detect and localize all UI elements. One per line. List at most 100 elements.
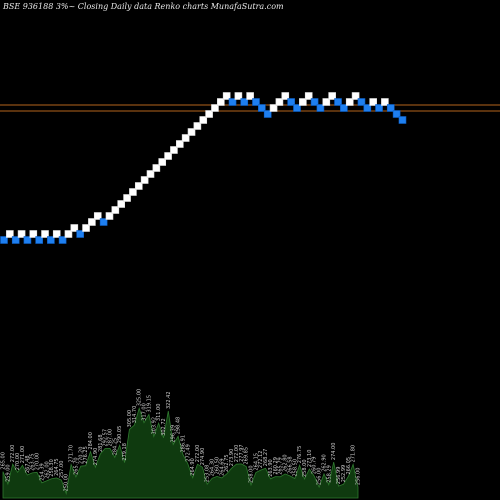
- renko-brick-up: [181, 134, 190, 142]
- volume-label: 267.48: [25, 456, 31, 474]
- renko-brick-up: [275, 98, 284, 106]
- renko-brick-down: [76, 230, 84, 238]
- volume-label: 311.00: [156, 404, 162, 422]
- header-rest: ~ Closing Daily data Renko charts Munafa…: [68, 2, 284, 11]
- renko-brick-up: [176, 140, 184, 148]
- renko-brick-down: [240, 98, 249, 106]
- renko-brick-up: [187, 128, 196, 136]
- volume-label: 268.27: [263, 449, 269, 467]
- volume-label: 302.72: [161, 418, 167, 436]
- renko-brick-up: [146, 170, 155, 178]
- volume-label: 276.75: [297, 446, 303, 464]
- volume-label: 296.39: [171, 425, 177, 443]
- renko-brick-up: [369, 98, 377, 106]
- volume-label: 257.00: [59, 461, 65, 479]
- renko-brick-up: [351, 92, 360, 100]
- volume-label: 256.99: [336, 467, 342, 485]
- volume-label: 287.00: [108, 429, 114, 447]
- volume-label: 265.70: [73, 457, 79, 475]
- renko-brick-up: [281, 92, 290, 100]
- volume-label: 272.00: [10, 445, 16, 463]
- volume-label: 258.00: [249, 466, 255, 484]
- volume-label: 277.97: [239, 444, 245, 462]
- volume-label: 264.75: [54, 458, 60, 476]
- volume-label: 281.68: [98, 435, 104, 453]
- renko-brick-down: [316, 104, 325, 112]
- renko-brick-up: [299, 98, 307, 106]
- header-symbol: BSE 936188: [3, 2, 54, 11]
- renko-brick-down: [47, 236, 55, 244]
- volume-label: 260.50: [215, 457, 221, 475]
- renko-brick-up: [6, 230, 14, 238]
- renko-brick-up: [322, 98, 331, 106]
- volume-label: 290.05: [117, 426, 123, 444]
- volume-label: 273.10: [307, 450, 313, 468]
- renko-brick-up: [88, 218, 96, 226]
- volume-label: 254.39: [39, 463, 45, 481]
- volume-label: 262.75: [224, 455, 230, 473]
- volume-label: 271.00: [20, 446, 26, 464]
- volume-label: 292.57: [103, 429, 109, 447]
- renko-brick-up: [82, 224, 90, 232]
- volume-label: 258.30: [49, 459, 55, 477]
- volume-label: 256.00: [356, 468, 362, 486]
- renko-brick-up: [105, 212, 114, 220]
- volume-label: 256.00: [317, 468, 323, 486]
- renko-brick-up: [70, 224, 79, 232]
- volume-label: 298.48: [176, 417, 182, 435]
- renko-brick-down: [310, 98, 319, 106]
- renko-brick-down: [99, 218, 108, 226]
- volume-label: 262.80: [283, 454, 289, 472]
- volume-label: 272.00: [195, 445, 201, 463]
- volume-label: 253.08: [205, 465, 211, 483]
- volume-label: 270.00: [15, 453, 21, 471]
- renko-brick-down: [340, 104, 348, 112]
- renko-brick-up: [64, 230, 73, 238]
- renko-brick-up: [152, 164, 161, 172]
- volume-label: 252.99: [341, 465, 347, 483]
- volume-label: 279.18: [122, 443, 128, 461]
- volume-label: 259.00: [5, 464, 11, 482]
- renko-brick-down: [35, 236, 43, 244]
- volume-label: 322.42: [166, 392, 172, 410]
- renko-brick-down: [228, 98, 237, 106]
- volume-label: 264.69: [219, 458, 225, 476]
- volume-label: 265.79: [278, 457, 284, 475]
- renko-brick-up: [17, 230, 26, 238]
- renko-brick-down: [11, 236, 20, 244]
- renko-brick-up: [41, 230, 49, 238]
- renko-brick-down: [363, 104, 372, 112]
- volume-label: 317.00: [142, 403, 148, 421]
- volume-label: 276.25: [83, 446, 89, 464]
- renko-brick-up: [345, 98, 354, 106]
- renko-brick-up: [123, 194, 131, 202]
- volume-label: 274.90: [93, 448, 99, 466]
- renko-brick-down: [392, 110, 401, 118]
- renko-brick-up: [199, 116, 208, 124]
- renko-bricks: [0, 92, 407, 244]
- chart-header: BSE 936188 3%~ Closing Daily data Renko …: [3, 2, 284, 11]
- renko-brick-down: [375, 104, 383, 112]
- volume-label: 272.00: [234, 445, 240, 463]
- volume-label: 266.05: [346, 457, 352, 475]
- volume-label: 270.00: [35, 453, 41, 471]
- renko-brick-up: [246, 92, 254, 100]
- renko-brick-down: [398, 116, 407, 124]
- volume-label: 303.92: [151, 417, 157, 435]
- volume-label: 272.49: [185, 444, 191, 462]
- volume-label: 271.80: [351, 445, 357, 463]
- renko-brick-up: [269, 104, 278, 112]
- renko-brick-down: [287, 98, 295, 106]
- renko-brick-up: [217, 98, 225, 106]
- renko-brick-up: [304, 92, 313, 100]
- renko-brick-up: [93, 212, 102, 220]
- volume-label: 263.90: [268, 459, 274, 477]
- renko-brick-up: [328, 92, 336, 100]
- volume-label: 274.00: [331, 443, 337, 461]
- volume-label: 269.85: [244, 447, 250, 465]
- renko-brick-up: [117, 200, 125, 208]
- renko-brick-down: [334, 98, 342, 106]
- renko-brick-down: [58, 236, 67, 244]
- volume-label: 264.15: [253, 453, 259, 471]
- volume-label: 319.15: [146, 395, 152, 413]
